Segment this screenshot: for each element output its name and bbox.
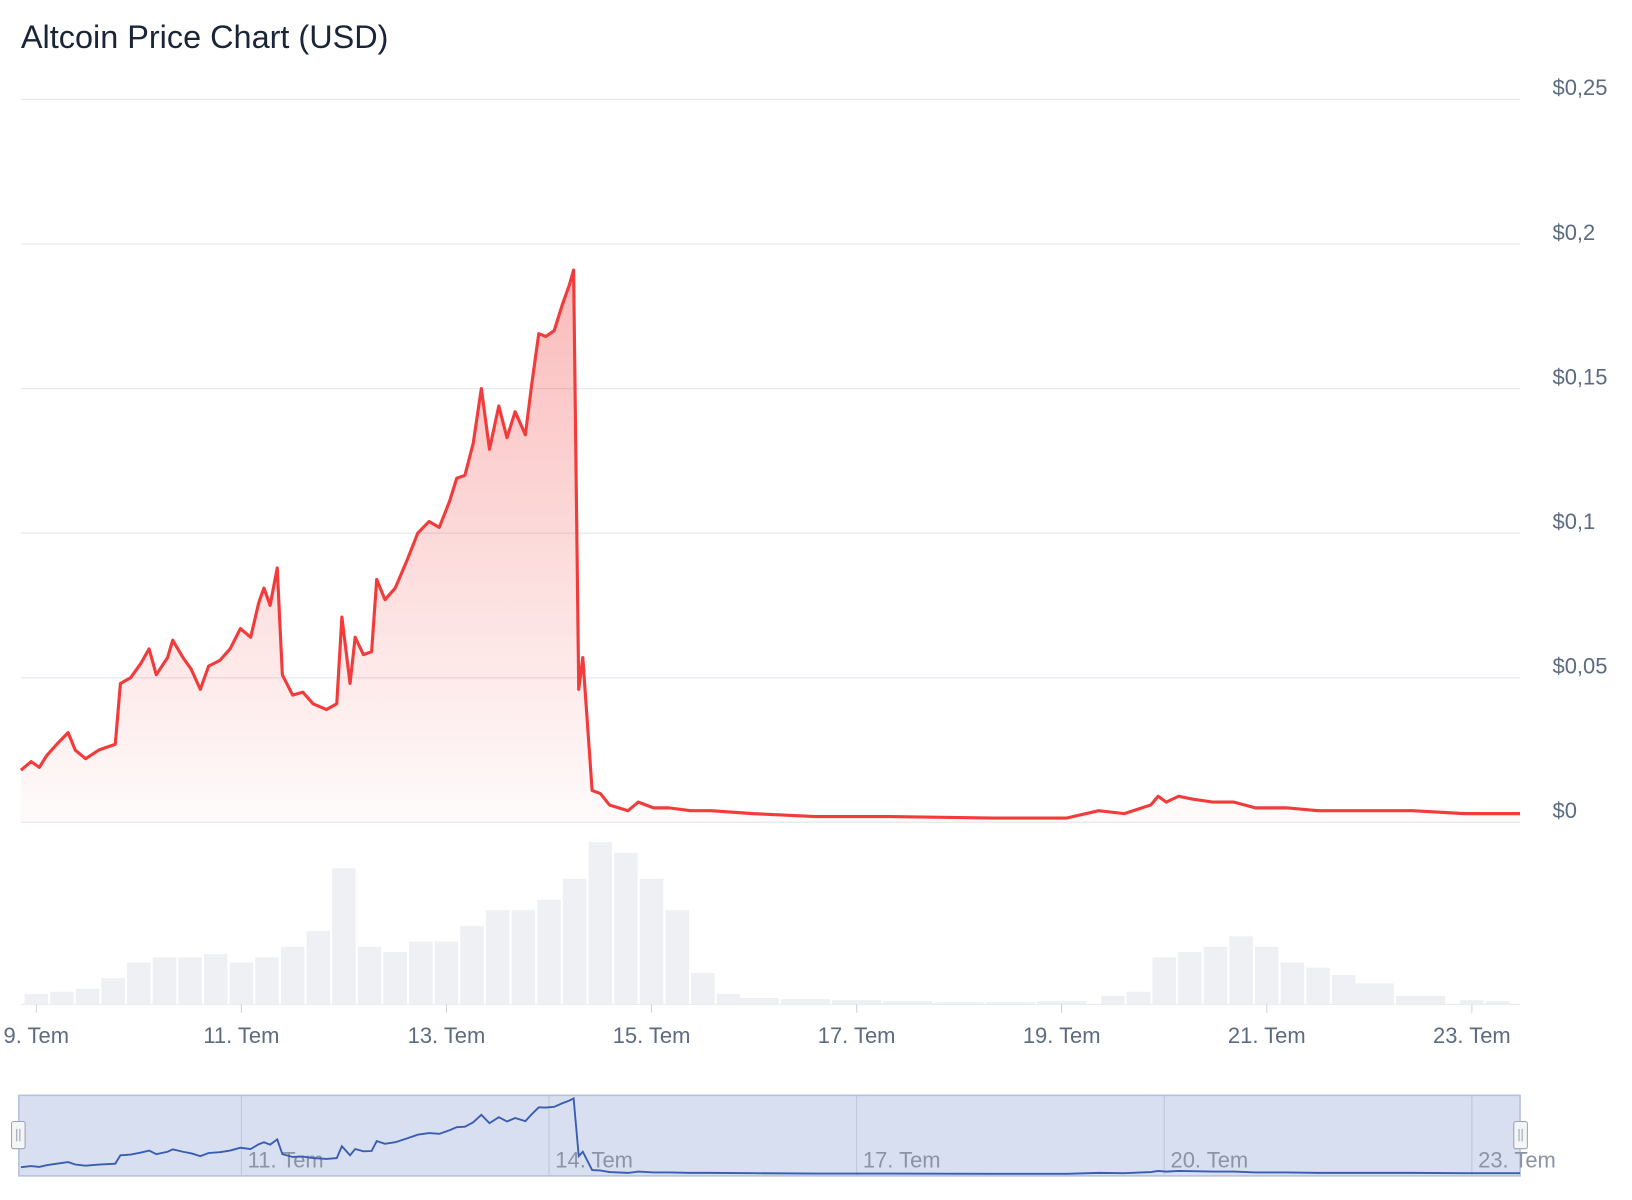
volume-bar xyxy=(332,868,356,1005)
volume-bar xyxy=(639,878,664,1005)
volume-bar xyxy=(280,946,305,1005)
y-tick-label: $0,05 xyxy=(1552,654,1607,679)
navigator-handle-right[interactable] xyxy=(1513,1120,1528,1150)
volume-bar xyxy=(1306,967,1330,1005)
y-tick-label: $0,1 xyxy=(1552,509,1595,534)
volume-bar xyxy=(152,957,177,1005)
navigator-tick-label: 23. Tem xyxy=(1478,1148,1556,1173)
volume-bar xyxy=(1460,1000,1484,1005)
volume-bar xyxy=(357,946,382,1005)
volume-bar xyxy=(255,957,279,1005)
volume-bar xyxy=(50,991,74,1005)
navigator-tick-label: 20. Tem xyxy=(1171,1148,1249,1173)
y-tick-label: $0,15 xyxy=(1552,364,1607,389)
volume-bar xyxy=(511,910,536,1005)
y-tick-label: $0 xyxy=(1552,798,1576,823)
volume-bar xyxy=(1152,957,1177,1005)
volume-bar xyxy=(1344,983,1394,1005)
volume-bar xyxy=(1229,936,1253,1005)
x-tick-label: 17. Tem xyxy=(818,1023,896,1048)
volume-bar xyxy=(203,954,228,1005)
navigator-tick-label: 14. Tem xyxy=(555,1148,633,1173)
volume-bar xyxy=(1101,995,1125,1005)
x-tick-label: 13. Tem xyxy=(408,1023,486,1048)
volume-bar xyxy=(1178,952,1202,1005)
volume-bar xyxy=(716,993,741,1005)
navigator-tick-label: 17. Tem xyxy=(863,1148,941,1173)
volume-bar xyxy=(1037,1001,1087,1005)
y-tick-label: $0,2 xyxy=(1552,220,1595,245)
volume-bar xyxy=(1280,962,1305,1005)
volume-bar xyxy=(409,941,433,1005)
volume-bar xyxy=(229,962,254,1005)
volume-bar xyxy=(985,1002,1036,1005)
volume-bar xyxy=(665,910,689,1005)
volume-bar xyxy=(588,842,613,1005)
volume-bar xyxy=(780,999,830,1005)
x-tick-label: 9. Tem xyxy=(4,1023,69,1048)
x-tick-label: 21. Tem xyxy=(1228,1023,1306,1048)
chart-title: Altcoin Price Chart (USD) xyxy=(21,19,389,55)
volume-bar xyxy=(101,978,125,1005)
volume-bar xyxy=(614,852,638,1005)
price-line xyxy=(19,268,1521,820)
x-tick-label: 11. Tem xyxy=(203,1023,279,1048)
y-tick-label: $0,25 xyxy=(1552,75,1607,100)
price-area xyxy=(20,270,1521,823)
volume-bar xyxy=(934,1002,984,1005)
navigator-handle-left[interactable] xyxy=(10,1120,26,1150)
volume-bar xyxy=(460,925,484,1005)
volume-bar xyxy=(691,972,715,1005)
x-tick-label: 23. Tem xyxy=(1433,1023,1511,1048)
navigator-tick-label: 11. Tem xyxy=(248,1148,324,1173)
x-tick-label: 19. Tem xyxy=(1023,1023,1101,1048)
volume-bar xyxy=(383,952,407,1005)
volume-bar xyxy=(24,993,49,1005)
volume-bar xyxy=(1203,946,1228,1005)
volume-bar xyxy=(127,962,151,1005)
volume-bar xyxy=(434,941,459,1005)
volume-bar xyxy=(1255,946,1279,1005)
volume-bar xyxy=(729,998,779,1005)
volume-bar xyxy=(537,899,561,1005)
volume-bar xyxy=(883,1001,933,1005)
volume-bar xyxy=(306,931,331,1005)
volume-bar xyxy=(1396,995,1446,1005)
volume-bar xyxy=(562,878,587,1005)
volume-bar xyxy=(485,910,510,1005)
volume-bar xyxy=(178,957,202,1005)
volume-bar xyxy=(1126,991,1151,1005)
volume-bar xyxy=(75,988,100,1005)
navigator-line xyxy=(20,1097,1521,1175)
volume-bar xyxy=(1485,1001,1510,1005)
x-tick-label: 15. Tem xyxy=(613,1023,691,1048)
volume-bar xyxy=(832,1000,882,1005)
navigator-window[interactable] xyxy=(18,1094,1521,1177)
